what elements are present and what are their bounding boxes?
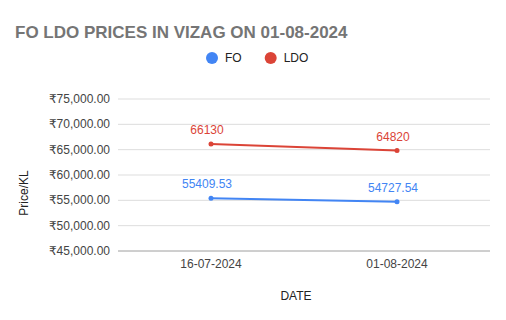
title: FO LDO PRICES IN VIZAG ON 01-08-2024 — [15, 23, 348, 42]
point — [395, 199, 400, 204]
grid-line — [118, 175, 490, 176]
point — [209, 141, 214, 146]
plot-area — [209, 141, 400, 204]
point — [209, 196, 214, 201]
grid-line — [118, 124, 490, 125]
y-tick-label: ₹50,000.00 — [49, 219, 110, 233]
chart: FO LDO PRICES IN VIZAG ON 01-08-2024 FO LD… — [0, 0, 506, 320]
x-tick-label: 01-08-2024 — [366, 257, 428, 271]
data-label: 66130 — [190, 123, 224, 137]
y-tick-label: ₹75,000.00 — [49, 92, 110, 106]
y-tick-label: ₹45,000.00 — [49, 244, 110, 258]
legend-swatch — [265, 52, 277, 64]
point — [395, 148, 400, 153]
grid-line — [118, 251, 490, 252]
x-tick-label: 16-07-2024 — [180, 257, 242, 271]
y-tick-label: ₹70,000.00 — [49, 117, 110, 131]
legend-swatch — [206, 52, 218, 64]
y-axis-label: Price/KL — [17, 170, 31, 216]
grid-line — [118, 149, 490, 150]
legend-label: FO — [225, 51, 242, 65]
y-tick-label: ₹55,000.00 — [49, 193, 110, 207]
data-label: 64820 — [376, 130, 410, 144]
series-line — [211, 198, 397, 201]
legend-label: LDO — [284, 51, 309, 65]
y-tick-label: ₹60,000.00 — [49, 168, 110, 182]
data-label: 55409.53 — [182, 177, 232, 191]
x-axis-label: DATE — [280, 289, 311, 303]
series-line — [211, 144, 397, 151]
grid-line — [118, 99, 490, 100]
grid-line — [118, 225, 490, 226]
y-tick-label: ₹65,000.00 — [49, 143, 110, 157]
data-label: 54727.54 — [368, 181, 418, 195]
